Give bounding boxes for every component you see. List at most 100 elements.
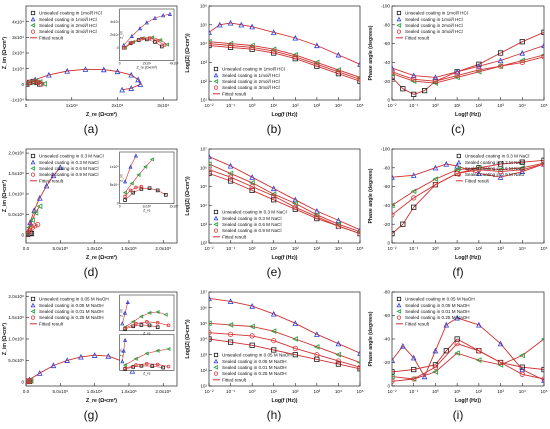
series-group-a [26, 66, 144, 93]
y-tick-label-c: -20 [383, 79, 390, 84]
y-tick-label-g: 1.5x10⁶ [8, 315, 24, 320]
point-a-1 [46, 71, 52, 78]
x-tick-label-i: 10⁴ [519, 389, 526, 394]
legend-entry-c-3: Sealed coating in 3mol/l HCl [405, 29, 463, 34]
legend-entry-f-4: Fitted result [465, 178, 490, 183]
inset-point-g-1-2 [155, 348, 160, 353]
point-f-3 [411, 195, 417, 201]
point-d-2 [36, 203, 43, 210]
panel-g: 0.0 5.0x10⁵ 1.0x10⁶ 1.5x10⁶ 2.0x10⁶ 0 5.0x10⁵ 1… [0, 286, 183, 429]
panel-label-f: (f) [452, 265, 464, 279]
inset-point-g-0-2 [130, 319, 136, 324]
legend-marker-f-3 [456, 172, 461, 177]
x-tick-label-g: 1.0x10⁶ [87, 389, 103, 394]
point-b-1 [314, 42, 320, 49]
point-h-1 [227, 298, 234, 305]
point-c-2 [475, 68, 482, 75]
legend-entry-e-1: Sealed coating in 0.3 M NaCl [222, 216, 282, 221]
point-d-1 [50, 172, 57, 179]
x-tick-label-f: 10⁰ [432, 246, 439, 251]
point-e-3 [357, 231, 360, 237]
point-b-1 [209, 29, 212, 35]
point-d-1 [43, 182, 50, 189]
point-i-3 [454, 341, 460, 347]
inset-point-d-0-0 [164, 193, 168, 197]
panel-h: 10⁻² 10⁻¹ 10⁰ 10¹ 10² 10³ 10⁴ 10⁵ 10¹ 10² 10³ 10⁴ 10… [183, 286, 366, 429]
y-tick-label-c: -40 [383, 60, 390, 65]
point-a-2 [32, 78, 38, 84]
x-tick-label-b: 10² [292, 103, 299, 108]
y-tick-label-a: 4x10⁴ [12, 19, 24, 24]
inset-point-d-0-0 [123, 198, 127, 202]
inset-point-d-0-0 [147, 186, 152, 190]
point-e-3 [249, 183, 255, 190]
inset-point-a-0-3 [155, 38, 160, 43]
point-b-3 [227, 42, 234, 49]
point-c-0 [392, 74, 395, 81]
inset-point-a-0-1 [161, 13, 166, 18]
x-tick-label-a: 3x10⁴ [157, 103, 169, 108]
inset-y-tick-label-a-0: 0 [117, 46, 119, 50]
point-a-1 [128, 71, 135, 78]
inset-point-g-1-2 [122, 363, 127, 368]
inset-point-g-1-3 [134, 363, 138, 367]
point-e-2 [209, 161, 212, 167]
point-a-1 [114, 68, 121, 75]
point-f-0 [497, 161, 504, 167]
x-tick-label-e: 10⁵ [356, 246, 363, 251]
legend-marker-d-1 [30, 159, 36, 165]
y-tick-label-i: -40 [383, 337, 390, 342]
legend-entry-f-1: Sealed coating in 0.3 M NaCl [465, 160, 524, 165]
x-axis-title-f: Log(f (Hz)) [455, 255, 481, 261]
panel-a: 0 1x10⁴ 2x10⁴ 3x10⁴ -1x10⁴ 0 1x10⁴ 2x10⁴ 3x10⁴ 4x… [0, 0, 183, 143]
x-tick-label-c: 10⁻² [387, 103, 397, 108]
legend-entry-d-2: Sealed coating in 0.6 M NaCl [39, 166, 99, 171]
y-tick-label-h: 10⁶ [200, 305, 207, 310]
point-b-1 [216, 21, 223, 28]
plot-frame-e [208, 148, 361, 244]
x-tick-label-b: 10⁻¹ [226, 103, 236, 108]
inset-point-d-0-3 [128, 188, 133, 193]
inset-point-g-1-2 [144, 351, 149, 356]
point-a-1 [64, 67, 71, 74]
point-b-1 [357, 61, 360, 67]
point-i-1 [392, 357, 395, 363]
point-h-1 [292, 320, 299, 326]
inset-fit-line-d-0-1 [124, 155, 137, 182]
x-tick-label-b: 10¹ [270, 103, 277, 108]
legend-entry-e-2: Sealed coating in 0.6 M NaCl [222, 222, 282, 227]
legend-entry-b-2: Sealed coating in 2mol/l HCl [222, 79, 280, 84]
inset-point-a-0-0 [153, 40, 157, 44]
point-g-2 [27, 378, 34, 384]
point-i-3 [432, 364, 439, 370]
point-b-3 [292, 54, 298, 60]
point-f-0 [400, 221, 406, 227]
legend-entry-b-3: Sealed coating in 3mol/l HCl [222, 85, 280, 90]
point-b-1 [249, 23, 255, 30]
inset-frame-d-0 [119, 151, 175, 205]
x-tick-label-d: 1.5x10⁶ [121, 246, 137, 251]
inset-point-d-0-0 [131, 190, 136, 195]
point-i-1 [476, 321, 482, 328]
x-tick-label-f: 10² [476, 246, 483, 251]
point-h-0 [271, 347, 277, 353]
series-group-c [392, 29, 544, 97]
point-i-0 [392, 369, 395, 375]
inset-fit-line-g-0-3 [124, 321, 169, 329]
legend-marker-i-0 [396, 296, 402, 302]
point-b-3 [209, 41, 212, 47]
legend-marker-b-1 [213, 72, 219, 78]
series-group-e [209, 153, 360, 237]
inset-point-a-0-2 [158, 37, 163, 43]
point-h-0 [249, 342, 255, 348]
point-c-3 [432, 78, 439, 84]
inset-x-axis-title-d-0: Z_re [143, 209, 150, 213]
inset-y-tick-label-d-0: 0 [117, 202, 119, 206]
x-tick-label-f: 10⁻² [387, 246, 397, 251]
point-f-0 [541, 157, 544, 163]
y-tick-label-h: 10⁴ [200, 337, 207, 342]
point-e-1 [270, 185, 277, 192]
